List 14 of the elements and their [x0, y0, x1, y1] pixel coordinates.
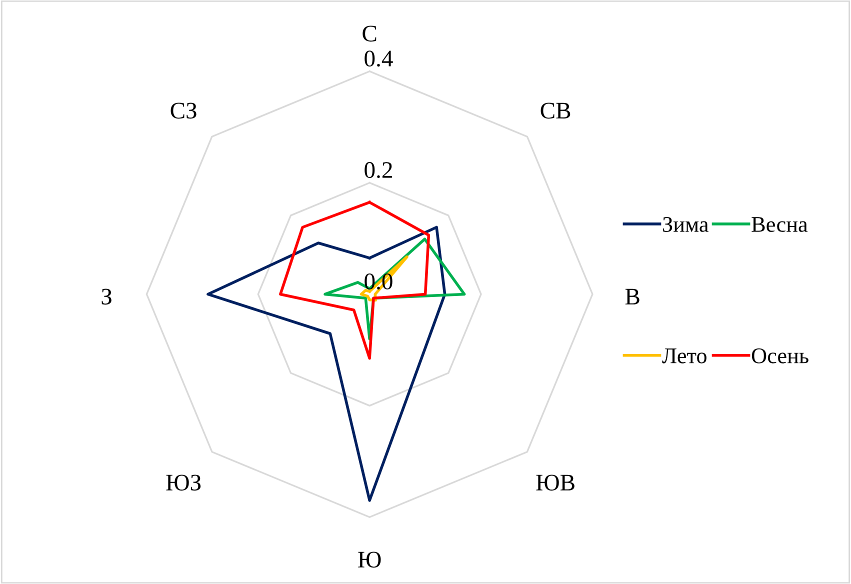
- spoke-label: ЮВ: [536, 474, 574, 491]
- legend-label: Весна: [752, 217, 808, 232]
- spoke-label: С: [362, 26, 376, 42]
- y-tick-label: 0.4: [364, 50, 393, 67]
- spoke-label: З: [102, 288, 112, 305]
- spoke-label: СВ: [540, 102, 570, 119]
- legend-label: Осень: [752, 348, 808, 364]
- y-tick-label: 0.2: [364, 162, 392, 178]
- legend-label: Зима: [663, 216, 708, 232]
- spoke-label: ЮЗ: [166, 474, 201, 491]
- spoke-label: В: [625, 288, 640, 304]
- spoke-label: СЗ: [170, 102, 196, 119]
- spoke-label: Ю: [358, 552, 381, 568]
- legend-label: Лето: [662, 348, 706, 364]
